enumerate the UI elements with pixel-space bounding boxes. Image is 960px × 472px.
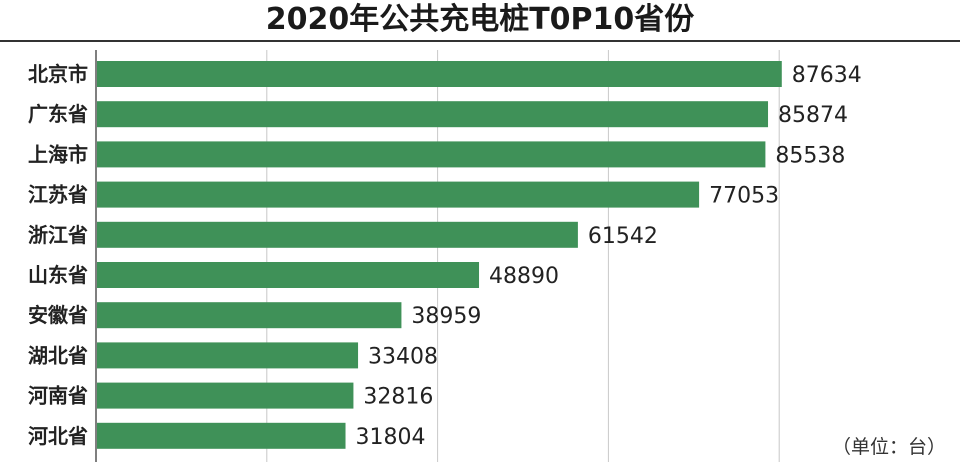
- category-label: 河南省: [28, 384, 88, 408]
- value-label: 61542: [588, 224, 658, 249]
- bar: [97, 61, 782, 87]
- value-label: 85874: [778, 103, 848, 128]
- title-divider: [0, 40, 960, 42]
- bar: [97, 342, 359, 369]
- chart-title: 2020年公共充电桩T0P10省份: [265, 2, 695, 37]
- category-label: 上海市: [28, 142, 88, 166]
- value-label: 77053: [709, 184, 779, 209]
- value-label: 33408: [368, 344, 438, 369]
- category-label: 湖北省: [28, 343, 88, 367]
- value-label: 38959: [411, 304, 481, 329]
- value-label: 87634: [792, 63, 862, 88]
- category-label: 北京市: [28, 62, 88, 86]
- category-label: 浙江省: [28, 223, 88, 247]
- bar: [97, 262, 480, 288]
- bar: [97, 382, 354, 409]
- value-label: 31804: [356, 425, 426, 450]
- category-label: 广东省: [28, 102, 88, 126]
- bar: [97, 422, 346, 449]
- unit-note: （单位：台）: [831, 436, 946, 458]
- category-label: 安徽省: [28, 303, 88, 327]
- bar: [97, 221, 578, 248]
- category-label: 山东省: [28, 263, 88, 287]
- value-label: 32816: [363, 385, 433, 410]
- bar: [97, 181, 700, 208]
- bar: [97, 101, 769, 128]
- bar: [97, 302, 402, 329]
- category-label: 江苏省: [28, 183, 88, 207]
- category-label: 河北省: [28, 424, 88, 448]
- bar: [97, 141, 766, 168]
- value-label: 48890: [489, 264, 559, 289]
- value-label: 85538: [775, 143, 845, 168]
